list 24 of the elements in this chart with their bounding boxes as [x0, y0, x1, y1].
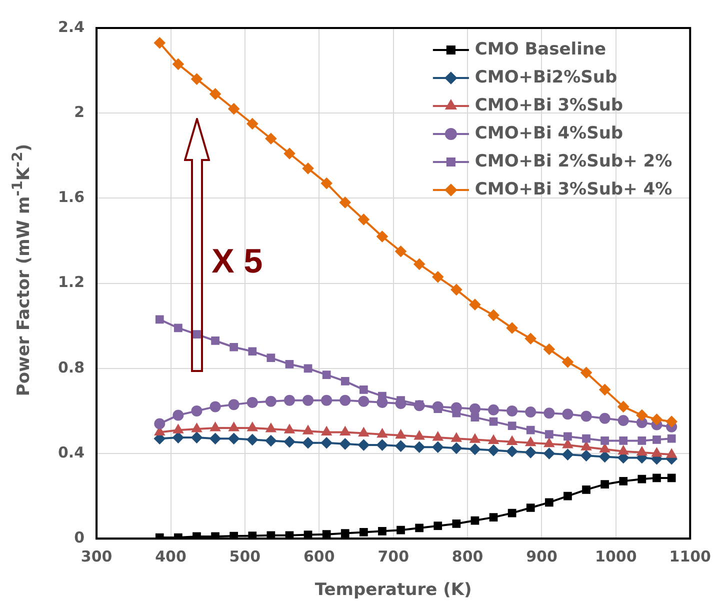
- x-tick-label: 600: [304, 547, 335, 566]
- legend-label: CMO+Bi 3%Sub+ 4%: [474, 179, 672, 200]
- x-tick-label: 300: [80, 547, 112, 566]
- legend-label: CMO+Bi2%Sub: [474, 67, 618, 88]
- legend-label: CMO Baseline: [474, 39, 606, 60]
- y-tick-label: 2: [74, 102, 85, 121]
- x-tick-label: 800: [452, 547, 484, 566]
- annotation: X 5: [212, 242, 263, 280]
- x-tick-label: 400: [155, 547, 186, 566]
- y-tick-label: 1.6: [58, 188, 85, 206]
- legend-label: CMO+Bi 2%Sub+ 2%: [474, 151, 672, 172]
- y-tick-label: 0.4: [58, 443, 85, 462]
- x-tick-label: 700: [378, 547, 410, 566]
- x-tick-label: 1000: [595, 547, 637, 566]
- y-tick-label: 2.4: [58, 18, 85, 36]
- legend-label: CMO+Bi 3%Sub: [474, 95, 624, 116]
- x-tick-label: 500: [229, 547, 261, 566]
- legend-label: CMO+Bi 4%Sub: [474, 123, 624, 144]
- x-axis-title: Temperature (K): [314, 580, 472, 600]
- x-tick-label: 1100: [669, 547, 711, 566]
- y-tick-label: 0: [74, 528, 85, 546]
- y-tick-label: 1.2: [58, 273, 85, 292]
- y-tick-label: 0.8: [58, 358, 85, 376]
- x-tick-label: 900: [526, 547, 558, 566]
